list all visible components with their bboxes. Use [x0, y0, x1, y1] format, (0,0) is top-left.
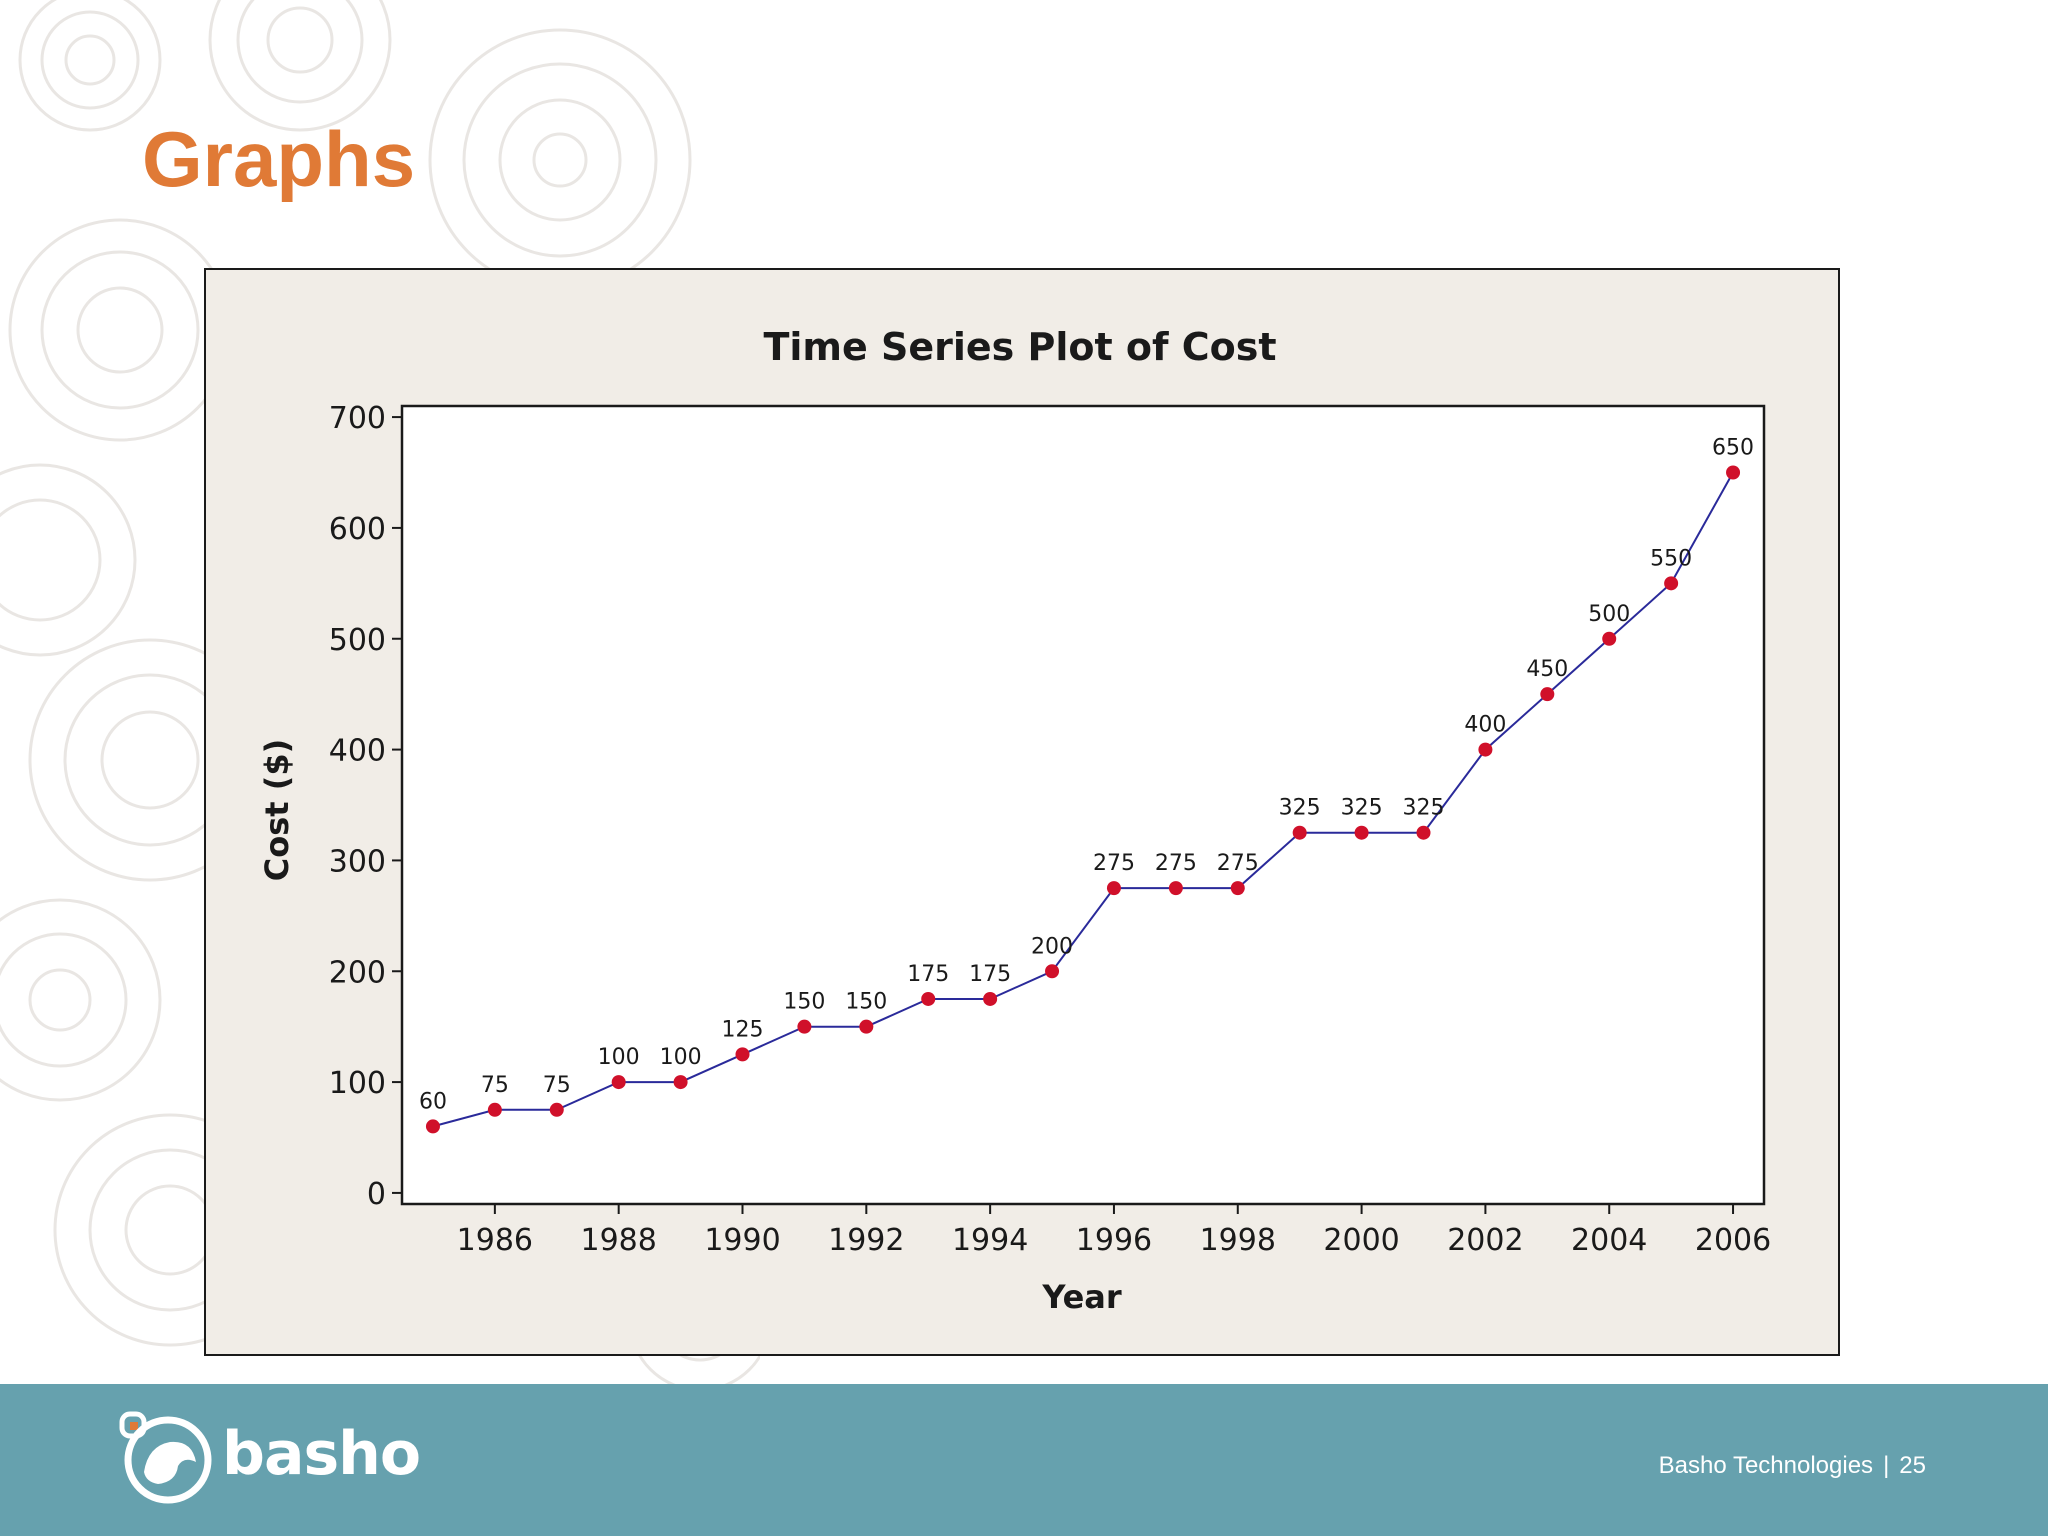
data-point — [673, 1075, 688, 1090]
data-label: 275 — [1093, 851, 1135, 876]
data-point — [1726, 465, 1741, 480]
page-number: 25 — [1899, 1452, 1926, 1479]
x-axis-label: Year — [1041, 1278, 1122, 1316]
data-point — [425, 1119, 440, 1134]
data-point — [1106, 881, 1121, 896]
data-label: 75 — [481, 1073, 509, 1098]
data-label: 500 — [1588, 602, 1630, 627]
cost-series: 60 75 75 100 100 125 150 150 175 175 200 275 275 275 3… — [419, 436, 1754, 1134]
data-label: 150 — [783, 990, 825, 1015]
y-tick-label: 700 — [329, 401, 386, 436]
footer-caption: Basho Technologies | 25 — [1659, 1452, 1926, 1480]
footer-separator: | — [1883, 1452, 1890, 1479]
x-tick-label: 1988 — [581, 1223, 657, 1258]
data-label: 175 — [969, 962, 1011, 987]
data-point — [797, 1019, 812, 1034]
data-label: 125 — [722, 1017, 764, 1042]
data-label: 550 — [1650, 546, 1692, 571]
x-axis: 1986 1988 1990 1992 1994 1996 1998 2000 2002 2004… — [457, 1204, 1771, 1258]
data-point — [735, 1047, 750, 1062]
data-label: 200 — [1031, 934, 1073, 959]
time-series-chart: Time Series Plot of Cost 0 100 200 300 400 50… — [258, 325, 1771, 1316]
y-tick-label: 0 — [367, 1177, 386, 1212]
data-label: 275 — [1217, 851, 1259, 876]
logo-wordmark: basho — [222, 1419, 421, 1489]
data-point — [1664, 576, 1679, 591]
data-label: 100 — [660, 1045, 702, 1070]
data-label: 75 — [543, 1073, 571, 1098]
data-point — [1292, 825, 1307, 840]
y-tick-label: 600 — [329, 512, 386, 547]
chart-title: Time Series Plot of Cost — [763, 325, 1276, 369]
data-point — [487, 1102, 502, 1117]
series-line — [432, 472, 1734, 1128]
x-tick-label: 2004 — [1571, 1223, 1647, 1258]
data-point — [1416, 825, 1431, 840]
data-label: 150 — [845, 990, 887, 1015]
data-label: 175 — [907, 962, 949, 987]
data-label: 275 — [1155, 851, 1197, 876]
data-point — [1230, 881, 1245, 896]
data-label: 325 — [1341, 796, 1383, 821]
data-point — [983, 991, 998, 1006]
y-tick-label: 400 — [329, 734, 386, 769]
y-tick-label: 500 — [329, 623, 386, 658]
data-point — [611, 1075, 626, 1090]
slide-title: Graphs — [142, 115, 416, 203]
x-tick-label: 1990 — [704, 1223, 780, 1258]
plot-area — [400, 404, 1766, 1206]
basho-logo-icon — [119, 1411, 212, 1504]
y-tick-label: 300 — [329, 844, 386, 879]
data-label: 450 — [1526, 657, 1568, 682]
data-label: 325 — [1279, 796, 1321, 821]
data-label: 650 — [1712, 436, 1754, 461]
x-tick-label: 1986 — [457, 1223, 533, 1258]
x-tick-label: 1996 — [1076, 1223, 1152, 1258]
x-tick-label: 1998 — [1200, 1223, 1276, 1258]
data-point — [921, 991, 936, 1006]
data-label: 60 — [419, 1089, 447, 1114]
data-point — [1602, 631, 1617, 646]
x-tick-label: 1992 — [828, 1223, 904, 1258]
data-point — [1168, 881, 1183, 896]
data-point — [1354, 825, 1369, 840]
y-tick-label: 200 — [329, 955, 386, 990]
data-point — [1540, 687, 1555, 702]
x-tick-label: 1994 — [952, 1223, 1028, 1258]
data-point — [1045, 964, 1060, 979]
company-name: Basho Technologies — [1658, 1452, 1874, 1479]
data-point — [859, 1019, 874, 1034]
footer-bar — [0, 1384, 2048, 1536]
y-axis: 0 100 200 300 400 500 600 700 — [329, 401, 402, 1212]
data-point — [549, 1102, 564, 1117]
x-tick-label: 2000 — [1323, 1223, 1399, 1258]
y-axis-label: Cost ($) — [258, 739, 296, 881]
data-label: 100 — [598, 1045, 640, 1070]
data-point — [1478, 742, 1493, 757]
x-tick-label: 2002 — [1447, 1223, 1523, 1258]
data-label: 400 — [1464, 713, 1506, 738]
data-label: 325 — [1403, 796, 1445, 821]
y-tick-label: 100 — [329, 1066, 386, 1101]
x-tick-label: 2006 — [1695, 1223, 1771, 1258]
chart-panel: Time Series Plot of Cost 0 100 200 300 400 50… — [204, 268, 1840, 1356]
